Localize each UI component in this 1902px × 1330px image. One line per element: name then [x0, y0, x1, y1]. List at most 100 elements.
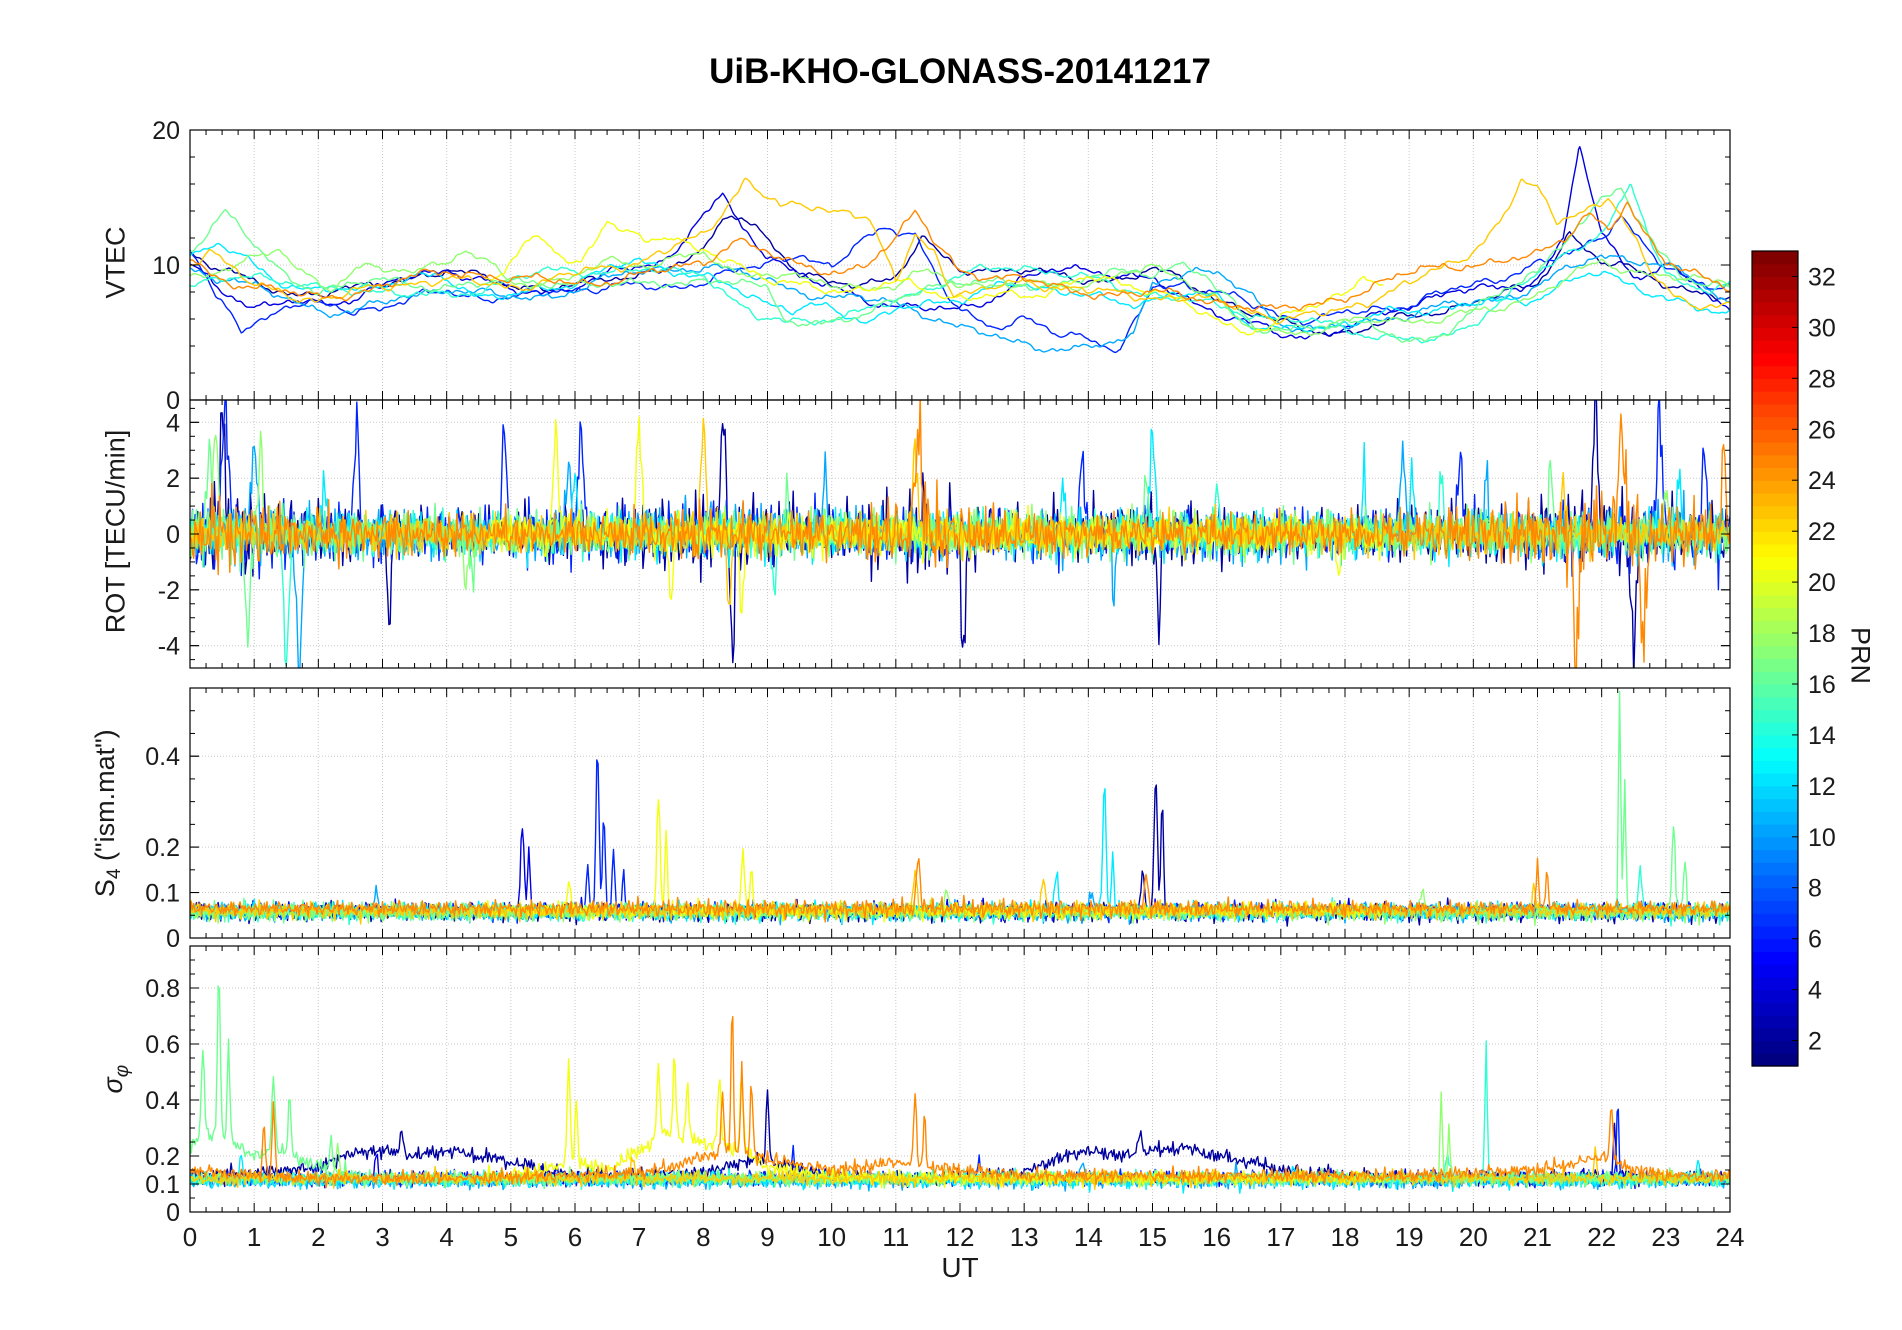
- x-tick-label: 4: [439, 1222, 453, 1252]
- y-tick-label: 2: [166, 465, 180, 493]
- x-tick-label: 2: [311, 1222, 325, 1252]
- y-tick-label: 0.2: [145, 834, 180, 862]
- x-tick-label: 19: [1395, 1222, 1424, 1252]
- series-prn-24: [190, 201, 1730, 312]
- x-tick-label: 12: [946, 1222, 975, 1252]
- y-tick-label: -2: [158, 577, 180, 605]
- x-tick-label: 11: [882, 1222, 909, 1252]
- x-tick-label: 7: [632, 1222, 646, 1252]
- panel-ROT: -4 -2 0 2 4: [158, 399, 1731, 669]
- x-tick-label: 22: [1587, 1222, 1616, 1252]
- colorbar-swatch: [1752, 391, 1798, 405]
- series-group-ROT: [190, 400, 1730, 668]
- series-prn-17: [190, 248, 1730, 336]
- panel-border: [189, 399, 1731, 669]
- colorbar-swatch: [1752, 938, 1798, 952]
- y-tick-label: 0.8: [145, 975, 180, 1003]
- colorbar-swatch: [1752, 734, 1798, 749]
- x-tick-label: 5: [504, 1222, 518, 1252]
- colorbar-swatch: [1752, 696, 1798, 711]
- colorbar-tick-label: 24: [1808, 467, 1836, 495]
- colorbar-swatch: [1752, 683, 1798, 698]
- colorbar-tick-label: 14: [1808, 722, 1836, 750]
- panel-sigma-phi: 00.10.20.40.60.80 1 2 3 4 5 6 7 8 9 10 11 12 13 14 15 16…: [145, 945, 1745, 1252]
- colorbar-swatch: [1752, 467, 1798, 481]
- colorbar-swatch: [1752, 925, 1798, 940]
- y-tick-label: 0: [166, 387, 180, 415]
- colorbar-swatch: [1752, 543, 1798, 558]
- colorbar-swatch: [1752, 340, 1798, 354]
- colorbar-swatch: [1752, 518, 1798, 532]
- colorbar-swatch: [1752, 607, 1798, 621]
- colorbar-swatch: [1752, 620, 1798, 634]
- y-tick-label: 0.4: [145, 1087, 180, 1115]
- y-tick-label: 0.1: [145, 880, 180, 908]
- colorbar-swatch: [1752, 722, 1798, 736]
- colorbar-tick-label: 2: [1808, 1028, 1822, 1056]
- colorbar-swatch: [1752, 442, 1798, 456]
- y-tick-label: 0: [166, 521, 180, 549]
- colorbar-tick-label: 12: [1808, 773, 1836, 801]
- colorbar-tick-label: 22: [1808, 518, 1836, 546]
- colorbar-swatch: [1752, 365, 1798, 379]
- colorbar-swatch: [1752, 913, 1798, 927]
- colorbar-swatch: [1752, 569, 1798, 583]
- ylabel-sigma-sub: φ: [112, 1064, 134, 1078]
- colorbar-swatch: [1752, 900, 1798, 914]
- colorbar-swatch: [1752, 1053, 1798, 1067]
- colorbar-swatch: [1752, 1027, 1798, 1042]
- colorbar-swatch: [1752, 454, 1798, 469]
- colorbar-swatch: [1752, 798, 1798, 812]
- series-prn-24: [190, 400, 1730, 668]
- colorbar-swatch: [1752, 633, 1798, 647]
- colorbar-swatch: [1752, 658, 1798, 672]
- colorbar-swatch: [1752, 874, 1798, 889]
- panel-S4: 0 0.1 0.2 0.4: [145, 687, 1731, 953]
- series-prn-24: [190, 857, 1730, 923]
- x-tick-label: 14: [1074, 1222, 1103, 1252]
- y-tick-label: 0.2: [145, 1143, 180, 1171]
- x-tick-label: 21: [1523, 1222, 1552, 1252]
- x-tick-label: 20: [1459, 1222, 1488, 1252]
- colorbar-swatch: [1752, 1015, 1798, 1029]
- x-tick-label: 17: [1266, 1222, 1295, 1252]
- colorbar-tick-label: 16: [1808, 671, 1836, 699]
- colorbar-swatch: [1752, 480, 1798, 494]
- y-tick-label: 0.4: [145, 743, 180, 771]
- x-tick-label: 18: [1331, 1222, 1360, 1252]
- colorbar-swatch: [1752, 582, 1798, 596]
- series-prn-12: [190, 242, 1730, 333]
- colorbar-label: PRN: [1845, 626, 1876, 684]
- ylabel-s4-rest: ("ism.mat"): [89, 729, 120, 869]
- colorbar-swatch: [1752, 836, 1798, 851]
- colorbar-swatch: [1752, 251, 1798, 265]
- colorbar-swatch: [1752, 505, 1798, 520]
- series-group-VTEC: [190, 146, 1730, 354]
- x-tick-label: 8: [696, 1222, 710, 1252]
- series-prn-22: [190, 177, 1730, 325]
- x-tick-label: 24: [1716, 1222, 1745, 1252]
- colorbar-swatch: [1752, 327, 1798, 341]
- colorbar-swatch: [1752, 964, 1798, 978]
- colorbar-swatch: [1752, 951, 1798, 965]
- colorbar-swatch: [1752, 289, 1798, 303]
- panel-VTEC: 0 10 20: [152, 117, 1731, 415]
- x-tick-label: 10: [817, 1222, 846, 1252]
- colorbar-swatch: [1752, 352, 1798, 367]
- xlabel-ut: UT: [941, 1252, 979, 1283]
- colorbar-swatch: [1752, 976, 1798, 991]
- x-tick-label: 0: [183, 1222, 197, 1252]
- panel-border: [189, 687, 1731, 939]
- series-prn-17: [190, 888, 1730, 927]
- y-tick-label: -4: [158, 633, 180, 661]
- colorbar-swatch: [1752, 887, 1798, 902]
- colorbar-border: [1751, 250, 1799, 1067]
- ylabel-sigma-phi: σφ: [98, 869, 134, 1289]
- x-tick-label: 1: [247, 1222, 261, 1252]
- colorbar-swatch: [1752, 747, 1798, 761]
- series-prn-24: [190, 1016, 1730, 1189]
- colorbar-swatch: [1752, 645, 1798, 660]
